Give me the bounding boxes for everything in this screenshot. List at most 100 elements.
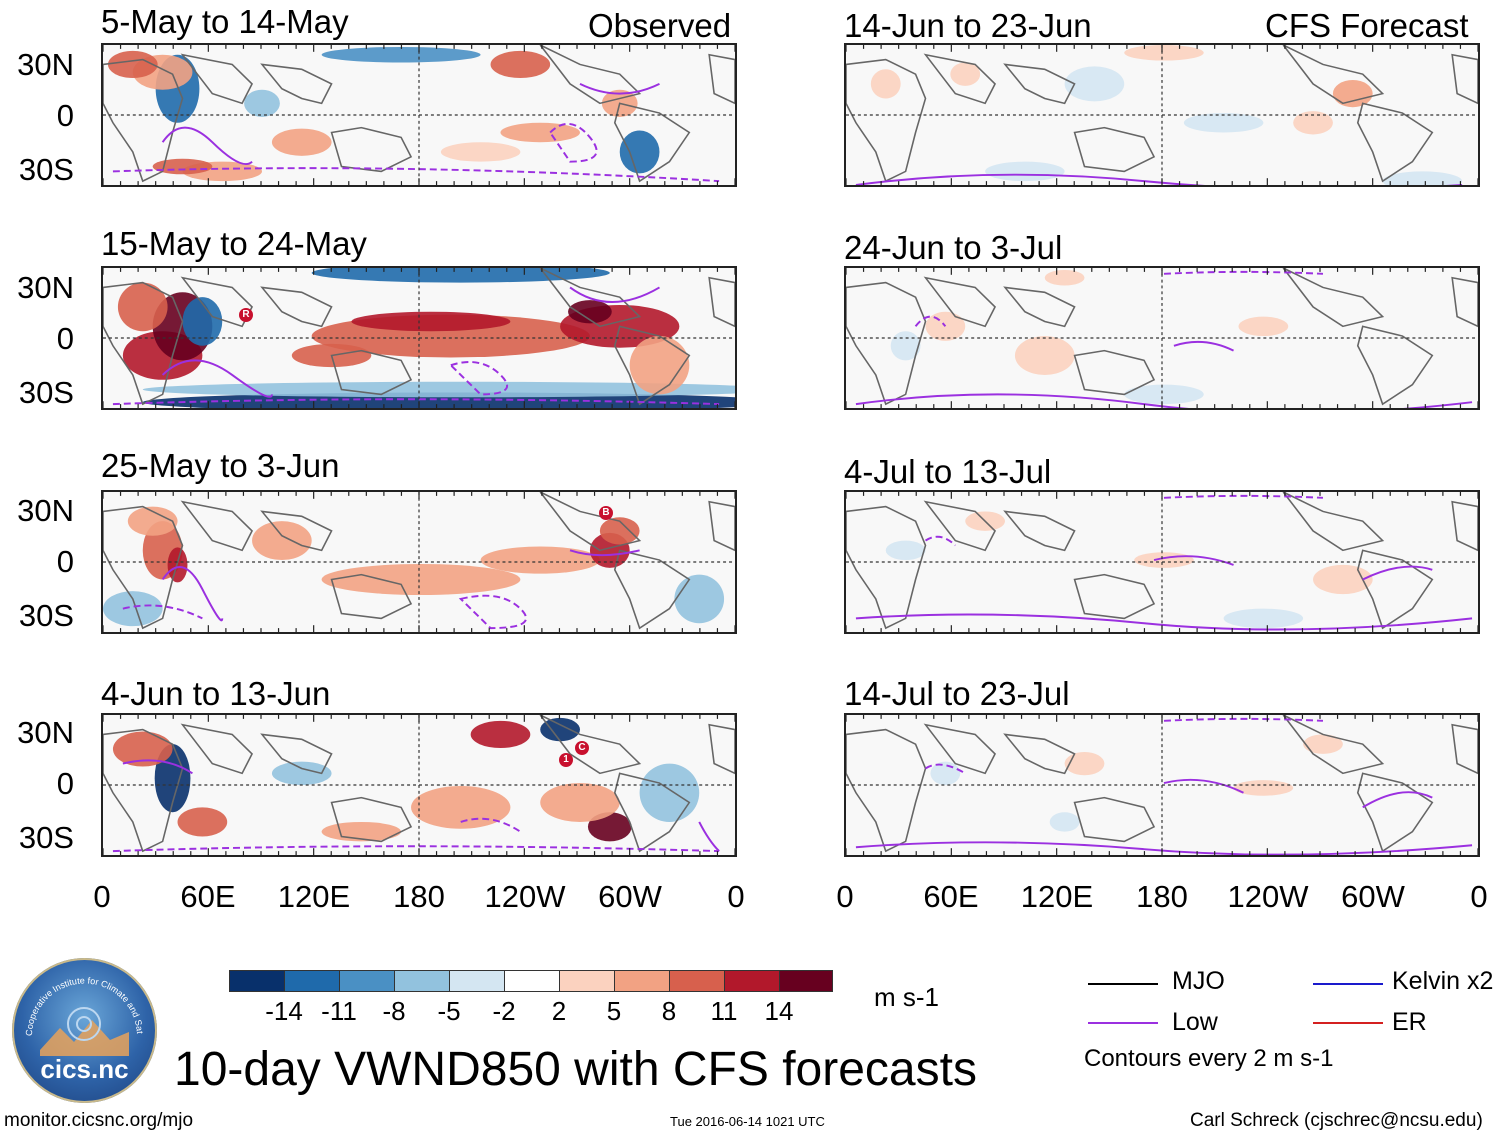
lon-label-0-east: 0 <box>1470 879 1488 914</box>
coastline <box>923 276 997 328</box>
footer-url[interactable]: monitor.cicsnc.org/mjo <box>4 1110 194 1131</box>
wind-anomaly-region <box>1183 113 1264 133</box>
coastline <box>180 723 254 775</box>
wind-anomaly-region <box>271 761 332 785</box>
coastline <box>1282 45 1385 105</box>
legend-line-mjo <box>1088 983 1158 985</box>
coastline <box>613 549 691 630</box>
low-contour <box>924 763 966 775</box>
low-contour <box>122 759 193 775</box>
legend-line-kelvin <box>1313 983 1383 985</box>
colorbar-tick: 14 <box>764 996 794 1026</box>
coastline <box>708 500 735 552</box>
coastline <box>539 45 642 105</box>
wind-anomaly-region <box>271 128 332 156</box>
wind-anomaly-region <box>500 122 580 143</box>
low-contour <box>924 535 957 547</box>
lat-label-0: 0 <box>56 544 74 579</box>
coastline <box>1003 63 1076 105</box>
storm-marker-b: B <box>599 506 613 520</box>
coastline <box>330 573 413 620</box>
coastline <box>1073 126 1156 173</box>
coastline <box>846 728 927 853</box>
wind-anomaly-region <box>321 563 521 596</box>
colorbar-box <box>614 970 670 992</box>
wind-anomaly-region <box>244 89 280 117</box>
colorbar-box <box>394 970 450 992</box>
coastline <box>1451 723 1478 775</box>
wind-anomaly-region <box>1044 269 1085 286</box>
wind-anomaly-region <box>930 761 961 785</box>
colorbar-tick: 11 <box>710 996 738 1026</box>
main-title: 10-day VWND850 with CFS forecasts <box>174 1043 977 1096</box>
coastline <box>103 281 184 406</box>
wind-anomaly-region <box>1293 111 1333 135</box>
coastline <box>1073 796 1156 843</box>
low-contour <box>855 841 1473 855</box>
wind-anomaly-region <box>177 807 228 837</box>
obs-panel-3-title: 25-May to 3-Jun <box>101 447 340 484</box>
low-contour <box>112 398 720 406</box>
wind-anomaly-region <box>127 506 178 536</box>
legend-line-er <box>1313 1022 1383 1024</box>
lat-label-30n: 30N <box>17 47 74 82</box>
wind-anomaly-region <box>103 591 163 627</box>
legend-label-low: Low <box>1172 1008 1218 1036</box>
coastline <box>260 733 333 775</box>
lat-label-0: 0 <box>56 321 74 356</box>
lat-label-0: 0 <box>56 98 74 133</box>
coastline <box>1451 500 1478 552</box>
lon-label-120e: 120E <box>277 879 351 914</box>
lon-label-60e: 60E <box>180 879 236 914</box>
wind-anomaly-region <box>1064 751 1105 776</box>
coastline <box>1003 510 1076 552</box>
wind-anomaly-region <box>117 282 168 332</box>
coastline <box>260 286 333 328</box>
fcst-map-panel-3 <box>844 490 1480 634</box>
fcst-panel-3-title: 4-Jul to 13-Jul <box>844 453 1052 490</box>
coastline <box>1451 276 1478 328</box>
obs-map-panel-2: R <box>101 266 737 410</box>
logo-graphic: Cooperative Institute for Climate and Sa… <box>12 958 145 1056</box>
coastline <box>103 728 184 853</box>
coastline <box>1356 549 1434 630</box>
legend-label-kelvin: Kelvin x2 <box>1392 967 1494 995</box>
low-contour <box>161 566 224 622</box>
coastline <box>613 325 691 406</box>
coastline <box>180 500 254 552</box>
coastline <box>708 53 735 105</box>
fcst-panel-4-title: 14-Jul to 23-Jul <box>844 675 1070 712</box>
lon-label-120w: 120W <box>1227 879 1309 914</box>
wind-anomaly-region <box>568 300 612 324</box>
colorbar-box <box>559 970 615 992</box>
obs-panel-1-title: 5-May to 14-May <box>101 3 349 40</box>
coastline <box>1073 349 1156 396</box>
low-contour <box>161 126 253 166</box>
wind-anomaly-region <box>107 50 158 79</box>
obs-panel-4-title: 4-Jun to 13-Jun <box>101 675 331 712</box>
colorbar-box <box>284 970 340 992</box>
cfs-forecast-label: CFS Forecast <box>1265 7 1469 44</box>
wind-anomaly-region <box>629 336 690 395</box>
low-contour <box>548 123 598 163</box>
coastline <box>923 53 997 105</box>
coastline <box>330 796 413 843</box>
wind-anomaly-region <box>1238 316 1289 337</box>
colorbar-box <box>339 970 395 992</box>
wind-anomaly-region <box>112 731 173 767</box>
coastline <box>1282 715 1385 775</box>
wind-anomaly-region <box>885 540 926 561</box>
wind-anomaly-region <box>440 142 521 162</box>
obs-map-panel-3: B <box>101 490 737 634</box>
storm-marker-1: 1 <box>559 753 573 767</box>
coastline <box>539 492 642 552</box>
wind-anomaly-region <box>1049 812 1080 832</box>
wind-anomaly-region <box>1223 608 1304 629</box>
colorbar-tick: 2 <box>551 996 567 1026</box>
low-contour <box>1173 340 1234 352</box>
coastline <box>1003 286 1076 328</box>
lon-label-60e: 60E <box>923 879 979 914</box>
colorbar-box <box>504 970 560 992</box>
colorbar-box <box>724 970 780 992</box>
lat-label-0: 0 <box>56 766 74 801</box>
